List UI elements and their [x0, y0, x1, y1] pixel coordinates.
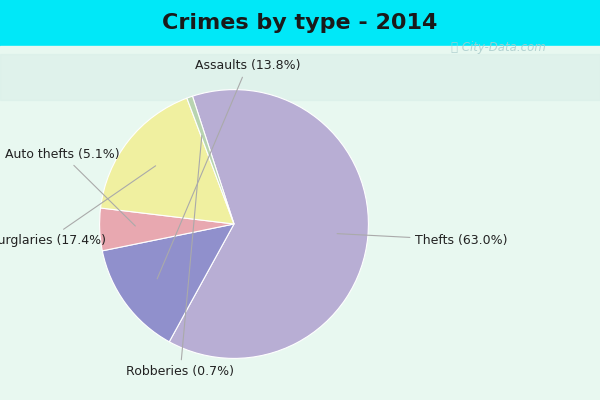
Wedge shape: [101, 98, 234, 224]
Bar: [0, 46, 600, 400]
Text: Thefts (63.0%): Thefts (63.0%): [337, 234, 508, 247]
Wedge shape: [187, 96, 234, 224]
Text: Crimes by type - 2014: Crimes by type - 2014: [163, 13, 437, 33]
Text: ⓘ City-Data.com: ⓘ City-Data.com: [451, 42, 545, 54]
Text: Assaults (13.8%): Assaults (13.8%): [157, 59, 300, 279]
Bar: [0, 54, 600, 100]
Wedge shape: [103, 224, 234, 342]
Text: Robberies (0.7%): Robberies (0.7%): [126, 136, 234, 378]
Text: Auto thefts (5.1%): Auto thefts (5.1%): [5, 148, 136, 226]
Wedge shape: [169, 90, 368, 358]
Text: Burglaries (17.4%): Burglaries (17.4%): [0, 166, 155, 247]
Wedge shape: [100, 208, 234, 251]
Bar: [0, 0, 600, 46]
